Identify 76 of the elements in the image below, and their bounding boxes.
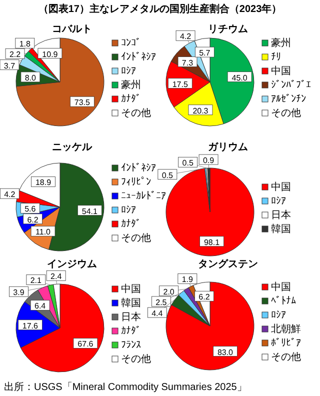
data-label: 11.0 <box>36 228 52 237</box>
legend-label: ｶﾅﾀﾞ <box>121 218 141 230</box>
legend-label: ｼﾞﾝﾊﾞﾌﾞｴ <box>271 79 311 91</box>
data-label: 2.4 <box>50 272 62 282</box>
data-label: 5.7 <box>199 48 211 58</box>
text: 出所：USGS「Mineral Commodity Summaries 2025」 <box>4 381 247 393</box>
data-label: 98.1 <box>204 238 220 247</box>
chart-subtitle: ニッケル <box>52 142 93 153</box>
legend-label: ｶﾅﾀﾞ <box>121 325 141 337</box>
data-label: 67.6 <box>78 340 94 349</box>
data-label: 45.0 <box>232 73 248 82</box>
data-label: 18.9 <box>35 178 52 188</box>
data-label: 2.1 <box>30 276 42 286</box>
legend-label: その他 <box>121 353 151 365</box>
legend-label: 北朝鮮 <box>271 323 301 335</box>
data-label: 3.7 <box>4 61 16 70</box>
legend-label: 日本 <box>121 311 141 323</box>
chart-title: （図表17）主なレアメタルの国別生産割合（2023年） <box>38 3 282 15</box>
legend-label: ﾍﾞﾄﾅﾑ <box>271 295 296 307</box>
data-label: 2.0 <box>163 287 175 296</box>
chart-subtitle: リチウム <box>208 24 248 35</box>
data-label: 1.9 <box>182 275 194 284</box>
data-label: 54.1 <box>82 206 98 216</box>
data-label: 4.2 <box>180 32 192 42</box>
data-label: 2.2 <box>9 50 22 60</box>
data-label: 20.3 <box>192 106 209 116</box>
data-label: 6.2 <box>198 292 210 302</box>
data-label: 1.8 <box>19 40 32 49</box>
legend-label: ﾌﾗﾝｽ <box>121 340 141 351</box>
data-label: 6.4 <box>34 302 46 311</box>
legend-label: その他 <box>121 107 151 119</box>
data-label: 7.3 <box>182 58 194 68</box>
data-label: 3.9 <box>13 288 25 298</box>
legend-label: ﾌｨﾘﾋﾟﾝ <box>121 177 151 188</box>
data-label: 2.5 <box>156 298 168 307</box>
data-label: 73.5 <box>74 98 91 108</box>
chart-subtitle: タングステン <box>198 258 258 270</box>
data-label: 17.5 <box>172 80 188 89</box>
legend-label: ﾎﾞﾘﾋﾞｱ <box>271 337 301 349</box>
chart-subtitle: インジウム <box>47 259 97 270</box>
legend-label: ｺﾝｺﾞ <box>121 37 141 49</box>
legend-label: ﾛｼｱ <box>271 196 286 207</box>
chart-subtitle: コバルト <box>52 24 92 35</box>
legend-label: 中国 <box>271 281 291 293</box>
data-label: 4.2 <box>4 190 16 200</box>
legend-label: 豪州 <box>271 37 291 49</box>
legend-label: 中国 <box>271 65 291 77</box>
legend-label: その他 <box>121 232 151 244</box>
legend-label: ﾆｭｰｶﾚﾄﾞﾆｱ <box>121 190 166 202</box>
legend-label: ｱﾙｾﾞﾝﾁﾝ <box>271 93 306 105</box>
legend-label: その他 <box>271 351 301 363</box>
legend-label: ﾛｼｱ <box>121 66 136 77</box>
legend-label: ｶﾅﾀﾞ <box>121 93 141 105</box>
legend-label: 韓国 <box>271 223 291 235</box>
legend-label: その他 <box>271 107 301 119</box>
data-label: 0.5 <box>162 170 174 180</box>
data-label: 4.4 <box>152 309 164 318</box>
data-label: 6.2 <box>27 215 39 224</box>
data-label: 17.6 <box>22 321 39 330</box>
legend-label: 中国 <box>271 181 291 193</box>
data-label: 10.9 <box>42 50 58 59</box>
legend-label: ｲﾝﾄﾞﾈｼｱ <box>121 51 156 63</box>
legend-label: 豪州 <box>121 79 141 91</box>
data-label: 0.5 <box>182 158 194 168</box>
data-label: 0.9 <box>202 156 215 166</box>
legend-label: 日本 <box>271 209 291 221</box>
data-label: 5.6 <box>24 204 36 214</box>
chart-subtitle: ガリウム <box>208 142 248 153</box>
data-label: 8.0 <box>24 73 37 82</box>
legend-label: ﾛｼｱ <box>271 310 286 321</box>
legend-label: 韓国 <box>121 297 141 309</box>
legend-label: 中国 <box>121 283 141 295</box>
legend-label: ﾛｼｱ <box>121 205 136 216</box>
legend-label: ﾁﾘ <box>271 51 281 63</box>
data-label: 83.0 <box>217 348 234 357</box>
legend-label: ｲﾝﾄﾞﾈｼｱ <box>121 162 156 174</box>
